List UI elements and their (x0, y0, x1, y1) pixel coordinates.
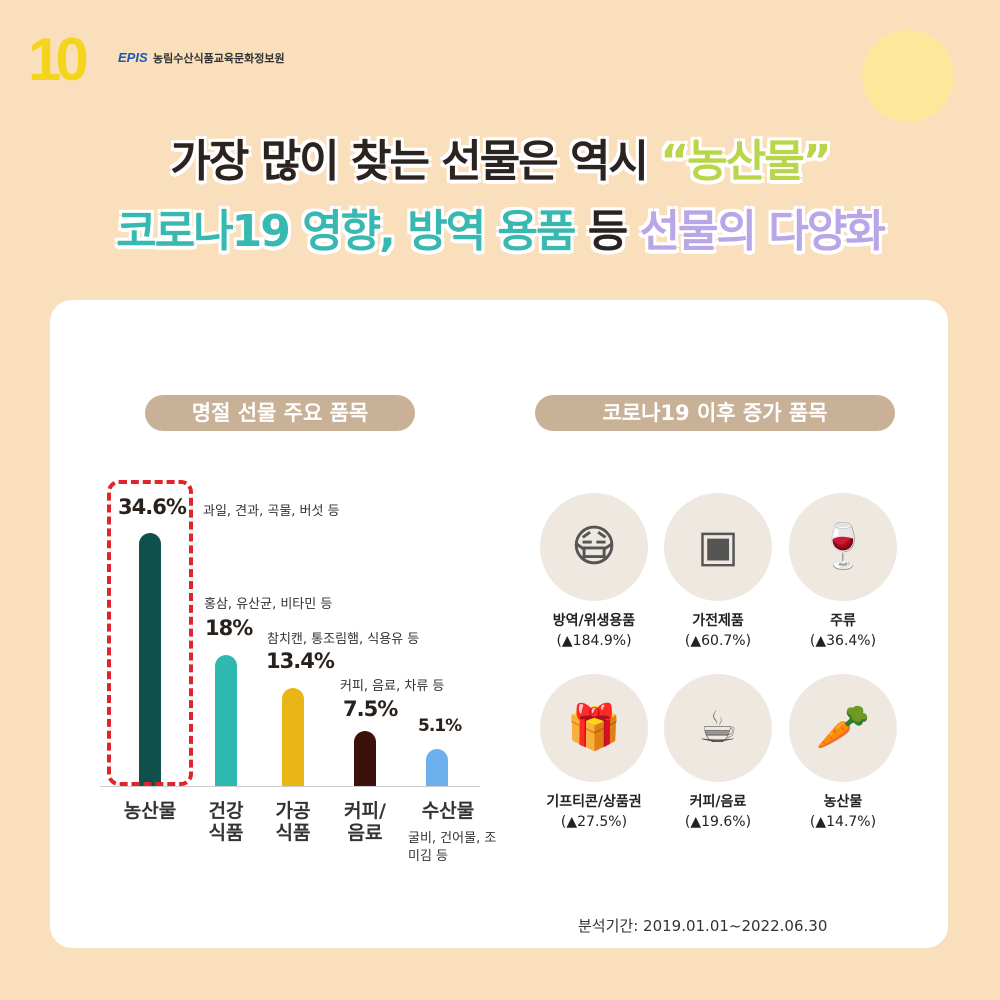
bar-note: 커피, 음료, 차류 등 (340, 679, 445, 694)
bar-value-label: 13.4% (266, 649, 335, 673)
bar-4 (426, 748, 448, 786)
org-name: 농림수산식품교육문화정보원 (153, 52, 285, 65)
category-label: 수산물 (421, 800, 475, 822)
section-pill-gifts: 명절 선물 주요 품목 (145, 395, 415, 431)
bar-note: 굴비, 건어물, 조미김 등 (408, 831, 497, 864)
increase-item-label: 커피/음료 (▲19.6%) (648, 792, 788, 832)
gift-phone-icon: 🎁 (540, 674, 648, 782)
increase-item-label: 방역/위생용품 (▲184.9%) (524, 611, 664, 651)
anniversary-logo: 10 (28, 26, 89, 93)
bar-2 (282, 688, 304, 786)
item-name: 커피/음료 (689, 794, 747, 810)
microwave-icon: ▣ (664, 493, 772, 601)
item-name: 농산물 (823, 794, 863, 810)
item-name: 가전제품 (692, 613, 744, 629)
category-label: 농산물 (123, 800, 177, 822)
sun-decoration (862, 30, 954, 122)
increase-item-label: 주류 (▲36.4%) (773, 611, 913, 651)
bar-0 (139, 533, 161, 786)
item-name: 주류 (830, 613, 856, 629)
epis-logo: EPIS (118, 50, 148, 65)
bar-note: 과일, 견과, 곡물, 버섯 등 (203, 504, 340, 519)
bar-value-label: 34.6% (118, 495, 187, 519)
bar-value-label: 7.5% (343, 697, 398, 721)
analysis-period: 분석기간: 2019.01.01~2022.06.30 (578, 917, 828, 935)
bar-3 (354, 731, 376, 786)
item-change: (▲19.6%) (684, 814, 752, 830)
item-change: (▲14.7%) (809, 814, 877, 830)
x-axis-line (100, 786, 480, 787)
bar-value-label: 5.1% (418, 716, 462, 736)
bar-value-label: 18% (205, 616, 253, 640)
item-change: (▲60.7%) (684, 633, 752, 649)
category-label: 가공 식품 (275, 800, 311, 844)
highlight-box (107, 480, 193, 786)
increase-item-label: 가전제품 (▲60.7%) (648, 611, 788, 651)
increase-item-label: 농산물 (▲14.7%) (773, 792, 913, 832)
item-change: (▲27.5%) (560, 814, 628, 830)
bar-note: 홍삼, 유산균, 비타민 등 (204, 597, 333, 612)
bar-note: 참치캔, 통조림햄, 식용유 등 (267, 632, 420, 647)
headline-2: 코로나19 영향, 방역 용품 등 선물의 다양화 (116, 206, 886, 257)
increase-item-label: 기프티콘/상품권 (▲27.5%) (524, 792, 664, 832)
item-name: 기프티콘/상품권 (546, 794, 642, 810)
produce-icon: 🥕 (789, 674, 897, 782)
item-name: 방역/위생용품 (552, 613, 636, 629)
bar-1 (215, 654, 237, 786)
item-change: (▲184.9%) (556, 633, 632, 649)
section-pill-increase: 코로나19 이후 증가 품목 (535, 395, 895, 431)
headline-1: 가장 많이 찾는 선물은 역시 “농산물” (170, 136, 831, 187)
coffee-cup-icon: ☕ (664, 674, 772, 782)
category-label: 커피/ 음료 (344, 800, 386, 844)
mask-icon: 😷 (540, 493, 648, 601)
item-change: (▲36.4%) (809, 633, 877, 649)
category-label: 건강 식품 (208, 800, 244, 844)
wine-icon: 🍷 (789, 493, 897, 601)
